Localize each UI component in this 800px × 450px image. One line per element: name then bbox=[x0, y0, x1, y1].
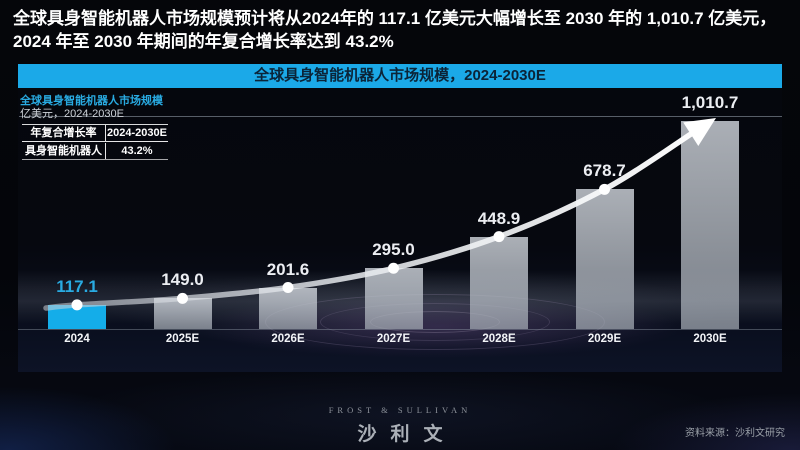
headline: 全球具身智能机器人市场规模预计将从2024年的 117.1 亿美元大幅增长至 2… bbox=[13, 8, 789, 53]
cagr-row-value: 43.2% bbox=[121, 144, 153, 157]
chart-subtitle: 全球具身智能机器人市场规模 bbox=[20, 95, 163, 107]
cagr-header-metric: 年复合增长率 bbox=[22, 125, 106, 141]
top-gridline bbox=[19, 116, 782, 117]
value-label-2028E: 448.9 bbox=[477, 208, 521, 228]
x-axis-label-2028E: 2028E bbox=[482, 333, 516, 345]
chart-title: 全球具身智能机器人市场规模，2024-2030E bbox=[254, 67, 546, 84]
logo-english-text: FROST & SULLIVAN bbox=[328, 405, 472, 415]
chart-unit-label: 亿美元，2024-2030E bbox=[20, 108, 124, 120]
bar-2024 bbox=[48, 304, 106, 329]
x-axis-label-2026E: 2026E bbox=[271, 333, 305, 345]
x-axis-label-2024: 2024 bbox=[64, 333, 90, 345]
x-axis-baseline bbox=[18, 329, 782, 330]
x-axis-label-2029E: 2029E bbox=[587, 333, 622, 345]
frost-sullivan-logo: FROST & SULLIVAN 沙利文 bbox=[0, 405, 800, 446]
chart-title-banner: 全球具身智能机器人市场规模，2024-2030E bbox=[18, 64, 782, 88]
bar-2025E bbox=[153, 298, 212, 329]
headline-line2: 2024 年至 2030 年期间的年复合增长率达到 43.2% bbox=[13, 31, 394, 51]
x-axis-label-2030E: 2030E bbox=[693, 333, 727, 345]
bar-2030E bbox=[681, 121, 739, 329]
logo-chinese-text: 沙利文 bbox=[357, 424, 457, 445]
x-axis-label-2027E: 2027E bbox=[376, 333, 411, 345]
bar-2029E bbox=[575, 189, 634, 329]
value-label-2027E: 295.0 bbox=[372, 240, 415, 260]
cagr-row-label: 具身智能机器人 bbox=[22, 142, 106, 159]
bar-2028E bbox=[470, 236, 528, 329]
value-label-2025E: 149.0 bbox=[161, 270, 204, 290]
value-label-2024: 117.1 bbox=[56, 276, 98, 296]
cagr-table-header-row: 年复合增长率 2024-2030E bbox=[22, 125, 168, 142]
value-label-2029E: 678.7 bbox=[583, 161, 626, 181]
bar-2027E bbox=[364, 268, 423, 329]
bar-2026E bbox=[259, 287, 317, 329]
cagr-table-data-row: 具身智能机器人 43.2% bbox=[22, 142, 168, 159]
x-axis-label-2025E: 2025E bbox=[165, 333, 200, 345]
headline-line1: 全球具身智能机器人市场规模预计将从2024年的 117.1 亿美元大幅增长至 2… bbox=[13, 9, 777, 28]
value-label-2026E: 201.6 bbox=[266, 259, 310, 279]
value-label-2030E: 1,010.7 bbox=[681, 93, 739, 112]
cagr-table: 年复合增长率 2024-2030E 具身智能机器人 43.2% bbox=[22, 124, 168, 160]
source-note: 资料来源：沙利文研究 bbox=[685, 428, 785, 439]
cagr-header-period: 2024-2030E bbox=[107, 127, 167, 139]
